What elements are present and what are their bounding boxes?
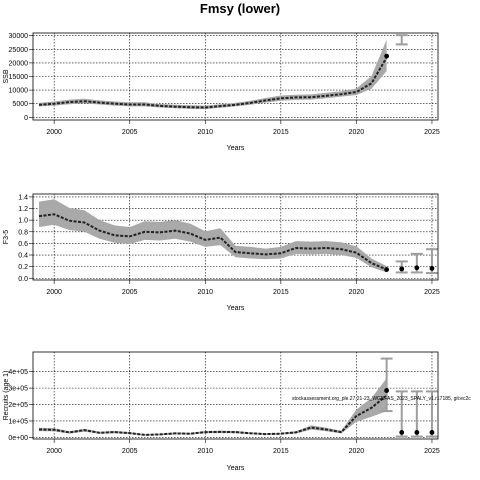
figure-title: Fmsy (lower) xyxy=(200,1,280,16)
forecast-point xyxy=(384,388,390,393)
estimate-line xyxy=(38,213,387,271)
y-tick-label: 0 xyxy=(24,115,28,122)
x-tick-label: 2015 xyxy=(273,289,289,296)
x-tick-label: 2020 xyxy=(349,129,365,136)
forecast-point xyxy=(399,430,405,435)
x-tick-label: 2010 xyxy=(197,289,213,296)
estimate-line xyxy=(38,394,388,436)
y-tick-label: 0.4 xyxy=(18,253,28,260)
forecast-point xyxy=(429,265,435,271)
x-axis-label: Years xyxy=(227,465,245,472)
y-tick-label: 0e+00 xyxy=(8,435,28,442)
x-tick-label: 2005 xyxy=(122,289,138,296)
x-tick-label: 2020 xyxy=(349,448,365,455)
y-tick-label: 25000 xyxy=(9,47,29,54)
confidence-band xyxy=(39,378,387,436)
y-axis-label: SSB xyxy=(3,69,10,83)
y-tick-label: 3e+05 xyxy=(8,386,28,393)
stamp-annotation: stockassessment.org_ple.27.21-23_WGBFAS_… xyxy=(292,396,471,402)
panel-1: 2000 2005 2010 2015 2020 2025 0 5000 10000 15000 2… xyxy=(3,32,440,152)
forecast-point xyxy=(384,267,390,272)
y-axis-label: Recruits (age 1) xyxy=(3,371,10,421)
x-axis-label: Years xyxy=(227,145,245,152)
y-axis-label: F3-5 xyxy=(3,230,10,245)
x-tick-label: 2015 xyxy=(273,448,289,455)
forecast-point xyxy=(399,266,405,272)
forecast-point xyxy=(429,430,435,435)
y-tick-label: 1.4 xyxy=(18,194,28,201)
forecast-point xyxy=(414,265,420,271)
x-tick-label: 2010 xyxy=(197,129,213,136)
x-tick-label: 2005 xyxy=(122,129,138,136)
x-tick-label: 2010 xyxy=(197,448,213,455)
forecast-point xyxy=(414,430,420,435)
y-tick-label: 15000 xyxy=(9,74,29,81)
x-tick-label: 2015 xyxy=(273,129,289,136)
y-tick-label: 20000 xyxy=(9,60,29,67)
confidence-band xyxy=(39,199,387,273)
y-tick-label: 1.0 xyxy=(18,218,28,225)
x-tick-label: 2000 xyxy=(46,448,62,455)
x-tick-label: 2005 xyxy=(122,448,138,455)
x-tick-label: 2000 xyxy=(46,129,62,136)
plot-frame xyxy=(32,193,439,281)
y-tick-label: 0.0 xyxy=(18,276,28,283)
x-tick-label: 2025 xyxy=(424,129,440,136)
y-tick-label: 4e+05 xyxy=(8,369,28,376)
panel-2: 2000 2005 2010 2015 2020 2025 0.0 0.2 0.4 0.6 0.8 1… xyxy=(3,193,440,312)
x-tick-label: 2025 xyxy=(424,448,440,455)
x-tick-label: 2000 xyxy=(46,289,62,296)
y-tick-label: 2e+05 xyxy=(8,402,28,409)
y-tick-label: 0.6 xyxy=(18,241,28,248)
y-tick-label: 5000 xyxy=(12,101,28,108)
y-tick-label: 1.2 xyxy=(18,206,28,213)
x-tick-label: 2020 xyxy=(349,289,365,296)
confidence-band xyxy=(39,39,387,110)
x-axis-label: Years xyxy=(227,305,245,312)
y-tick-label: 0.8 xyxy=(18,229,28,236)
y-tick-label: 0.2 xyxy=(18,264,28,271)
forecast-point xyxy=(384,53,390,59)
panel-3: 2000 2005 2010 2015 2020 2025 0e+00 1e+05 2e+05 3… xyxy=(3,351,440,472)
y-tick-label: 1e+05 xyxy=(8,418,28,425)
y-tick-label: 30000 xyxy=(9,33,29,40)
estimate-line xyxy=(38,56,388,109)
plot-frame xyxy=(32,351,439,440)
x-tick-label: 2025 xyxy=(424,289,440,296)
y-tick-label: 10000 xyxy=(9,88,29,95)
